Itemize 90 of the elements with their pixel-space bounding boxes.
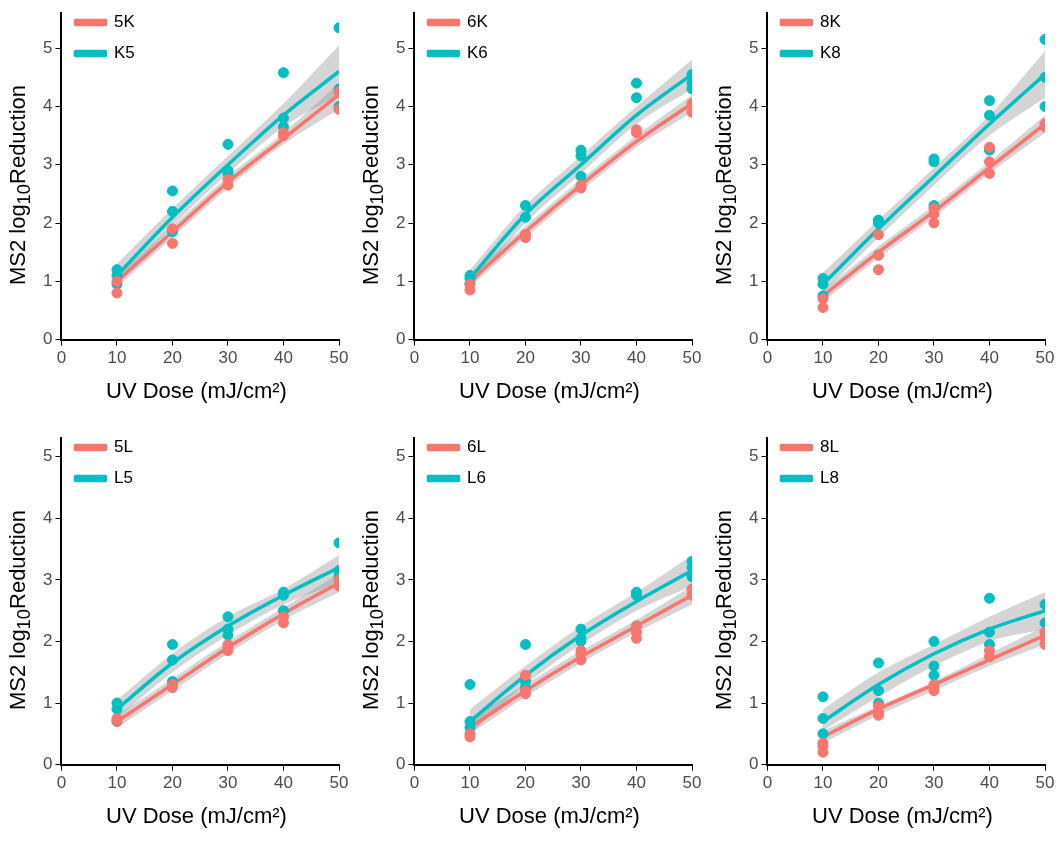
y-tick-label: 5 <box>748 446 759 466</box>
x-tick-label: 20 <box>869 773 888 793</box>
legend-label: L5 <box>113 468 133 488</box>
y-tick-label: 3 <box>748 569 759 589</box>
y-tick-label: 4 <box>748 96 759 116</box>
x-tick-label: 10 <box>813 773 833 793</box>
x-tick-label: 50 <box>1035 348 1055 368</box>
legend-label: L8 <box>819 468 839 488</box>
y-tick-label: 0 <box>42 754 53 774</box>
x-tick-label: 0 <box>409 348 420 368</box>
y-tick-label: 5 <box>395 37 406 57</box>
x-tick-label: 40 <box>274 773 293 793</box>
x-tick-label: 10 <box>107 773 127 793</box>
y-tick-label: 1 <box>395 692 406 712</box>
x-tick-label: 10 <box>813 348 833 368</box>
y-tick-label: 1 <box>748 692 759 712</box>
x-tick-label: 50 <box>329 773 349 793</box>
x-axis-title: UV Dose (mJ/cm²) <box>458 803 641 829</box>
y-tick-label: 5 <box>395 446 406 466</box>
y-tick-label: 4 <box>395 96 406 116</box>
y-tick-label: 5 <box>42 37 53 57</box>
legend-label: K8 <box>819 43 841 63</box>
y-tick-label: 0 <box>42 329 53 349</box>
x-axis-title: UV Dose (mJ/cm²) <box>105 803 288 829</box>
legend-label: 5K <box>113 12 136 32</box>
x-tick-label: 30 <box>571 348 591 368</box>
y-tick-label: 4 <box>42 507 53 527</box>
y-tick-label: 2 <box>748 212 759 232</box>
legend-label: K5 <box>113 43 135 63</box>
y-tick-label: 0 <box>748 754 759 774</box>
x-tick-label: 0 <box>762 348 773 368</box>
x-tick-label: 40 <box>980 773 999 793</box>
x-tick-label: 50 <box>682 773 702 793</box>
legend-label: 6L <box>466 437 486 457</box>
y-tick-label: 2 <box>42 212 53 232</box>
y-tick-label: 2 <box>748 631 759 651</box>
y-tick-label: 5 <box>42 446 53 466</box>
x-tick-label: 0 <box>409 773 420 793</box>
x-tick-label: 50 <box>682 348 702 368</box>
x-tick-label: 20 <box>516 773 535 793</box>
legend-label: 8K <box>819 12 842 32</box>
x-tick-label: 40 <box>627 348 646 368</box>
x-tick-label: 30 <box>218 348 238 368</box>
x-tick-label: 30 <box>924 773 944 793</box>
x-tick-label: 0 <box>56 773 67 793</box>
y-tick-label: 3 <box>748 154 759 174</box>
x-axis-title: UV Dose (mJ/cm²) <box>105 378 288 404</box>
y-tick-label: 3 <box>395 569 406 589</box>
legend-label: 6K <box>466 12 489 32</box>
x-tick-label: 20 <box>516 348 535 368</box>
y-tick-label: 3 <box>42 569 53 589</box>
x-tick-label: 10 <box>460 773 480 793</box>
x-tick-label: 10 <box>460 348 480 368</box>
legend-label: 8L <box>819 437 839 457</box>
x-tick-label: 30 <box>218 773 238 793</box>
y-tick-label: 4 <box>42 96 53 116</box>
legend-label: L6 <box>466 468 486 488</box>
y-tick-label: 5 <box>748 37 759 57</box>
x-tick-label: 20 <box>869 348 888 368</box>
x-tick-label: 40 <box>274 348 293 368</box>
x-axis-title: UV Dose (mJ/cm²) <box>458 378 641 404</box>
x-tick-label: 50 <box>1035 773 1055 793</box>
x-tick-label: 30 <box>571 773 591 793</box>
x-tick-label: 20 <box>163 773 182 793</box>
y-tick-label: 0 <box>395 329 406 349</box>
y-tick-label: 0 <box>748 329 759 349</box>
x-tick-label: 20 <box>163 348 182 368</box>
y-tick-label: 1 <box>42 271 53 290</box>
legend-label: K6 <box>466 43 488 63</box>
y-tick-label: 3 <box>42 154 53 174</box>
legend-label: 5L <box>113 437 133 457</box>
x-tick-label: 30 <box>924 348 944 368</box>
y-tick-label: 1 <box>395 271 406 290</box>
y-tick-label: 0 <box>395 754 406 774</box>
x-tick-label: 0 <box>762 773 773 793</box>
y-tick-label: 2 <box>395 212 406 232</box>
y-tick-label: 4 <box>395 507 406 527</box>
y-tick-label: 2 <box>42 631 53 651</box>
x-tick-label: 50 <box>329 348 349 368</box>
x-tick-label: 40 <box>980 348 999 368</box>
y-tick-label: 1 <box>748 271 759 290</box>
x-axis-title: UV Dose (mJ/cm²) <box>811 803 994 829</box>
y-tick-label: 2 <box>395 631 406 651</box>
x-tick-label: 40 <box>627 773 646 793</box>
x-tick-label: 10 <box>107 348 127 368</box>
y-tick-label: 4 <box>748 507 759 527</box>
x-tick-label: 0 <box>56 348 67 368</box>
y-tick-label: 1 <box>42 692 53 712</box>
y-tick-label: 3 <box>395 154 406 174</box>
x-axis-title: UV Dose (mJ/cm²) <box>811 378 994 404</box>
